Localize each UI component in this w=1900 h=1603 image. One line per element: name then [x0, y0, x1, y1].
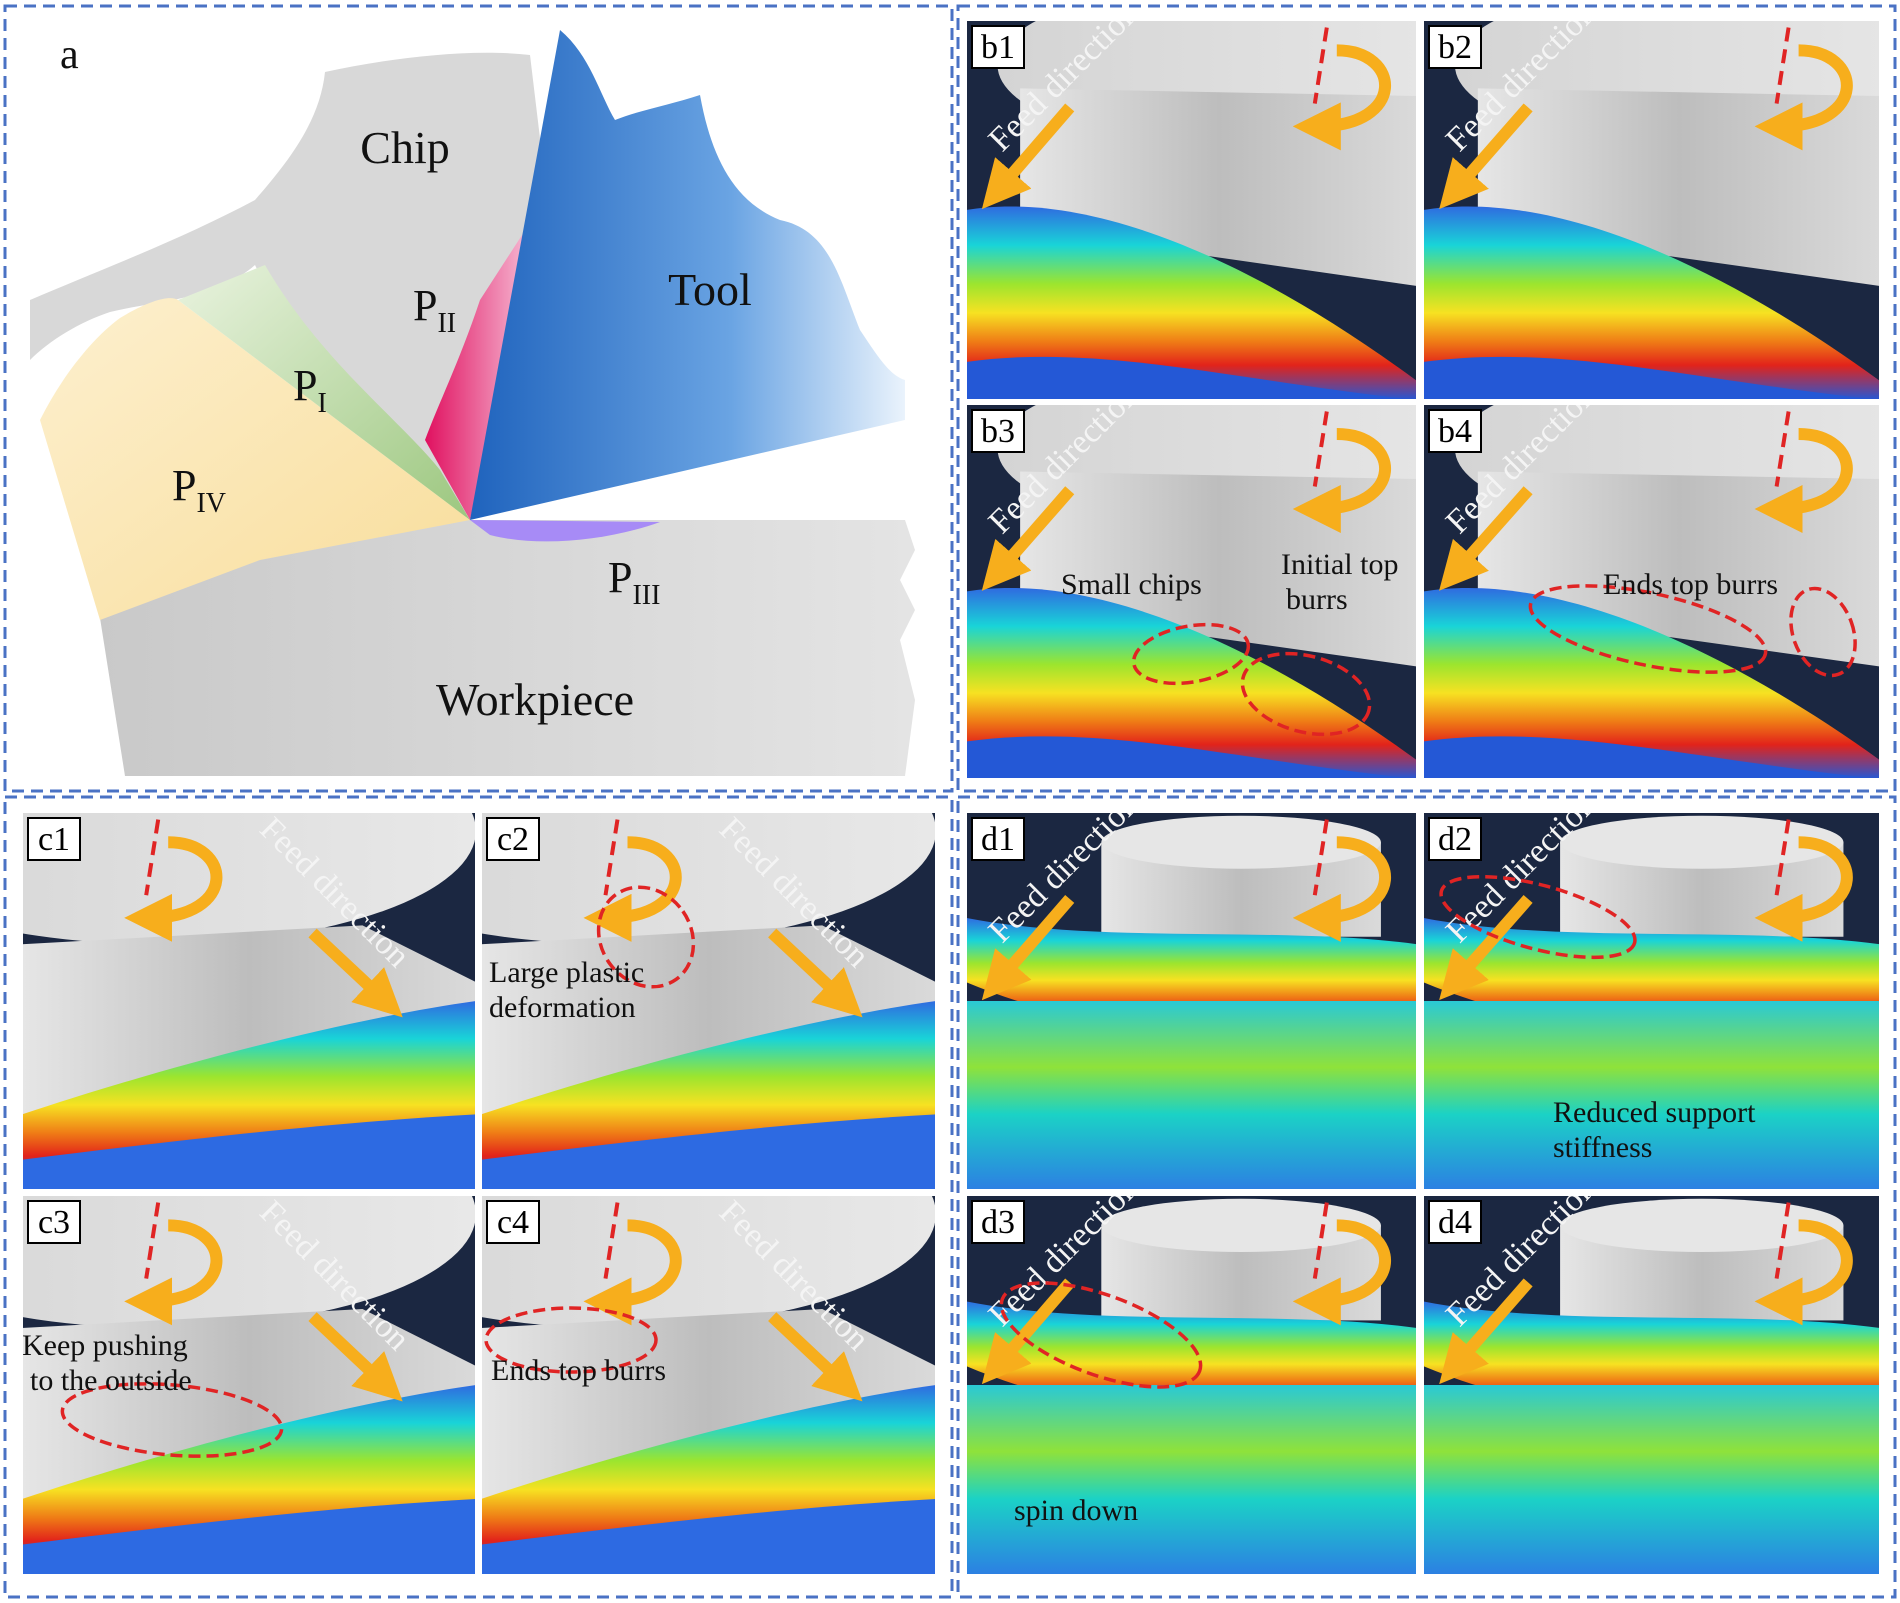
highlight-ellipse: [484, 1306, 658, 1374]
annotation-text: Small chips: [1061, 568, 1202, 601]
annotation-text: deformation: [489, 991, 636, 1024]
panel-tag: b1: [981, 29, 1015, 66]
chip-label: Chip: [360, 122, 449, 173]
zone-I-label: PI: [293, 361, 327, 419]
annotation-text: Ends top burrs: [491, 1354, 666, 1387]
highlight-ellipse: [1131, 622, 1251, 686]
panel-tag: d2: [1438, 821, 1472, 858]
annotation-text: Large plastic: [489, 956, 644, 989]
zone-II-shape: [425, 215, 535, 520]
annotation-text: Initial top: [1281, 548, 1398, 581]
panel-tag: c4: [497, 1204, 529, 1241]
panel-tag: d4: [1438, 1204, 1472, 1241]
zone-IV-label: PIV: [172, 461, 226, 519]
highlight-ellipse: [999, 1281, 1203, 1389]
tool-label: Tool: [668, 264, 752, 315]
annotation-text: burrs: [1286, 583, 1348, 616]
highlight-ellipse: [60, 1382, 284, 1458]
panel-tag: c3: [38, 1204, 70, 1241]
panel-a: a Chip Tool Workpiece PI PII PIII PIV: [30, 30, 915, 776]
zone-II-label: PII: [413, 281, 456, 339]
section-a-border: [3, 4, 954, 793]
annotation-text: Reduced support: [1553, 1096, 1756, 1129]
zone-III-shape: [470, 520, 660, 542]
workpiece-label: Workpiece: [436, 674, 634, 725]
panel-tag: c1: [38, 821, 70, 858]
section-d-border: [956, 795, 1897, 1599]
highlight-ellipse: [1528, 584, 1768, 674]
panel-a-label: a: [60, 32, 79, 78]
highlight-ellipse: [1439, 874, 1637, 960]
annotation-text: spin down: [1014, 1494, 1138, 1527]
workpiece-shape: [100, 520, 915, 776]
annotation-text: Keep pushing: [22, 1329, 188, 1362]
panel-tag: b2: [1438, 29, 1472, 66]
highlight-ellipse: [1240, 651, 1372, 737]
section-b-border: [956, 4, 1897, 793]
panel-tag: d3: [981, 1204, 1015, 1241]
panel-tag: b3: [981, 413, 1015, 450]
annotation-text: Ends top burrs: [1603, 568, 1778, 601]
panel-tag: c2: [497, 821, 529, 858]
annotation-text: stiffness: [1553, 1131, 1652, 1164]
zone-IV-shape: [40, 298, 470, 620]
annotation-text: to the outside: [30, 1364, 192, 1397]
tool-shape: [470, 30, 905, 520]
zone-III-label: PIII: [608, 553, 660, 611]
highlight-ellipse: [596, 885, 696, 989]
highlight-ellipse: [1789, 586, 1857, 678]
panel-tag: d1: [981, 821, 1015, 858]
panel-tag: b4: [1438, 413, 1472, 450]
zone-I-shape: [178, 265, 470, 520]
chip-shape: [30, 52, 545, 520]
